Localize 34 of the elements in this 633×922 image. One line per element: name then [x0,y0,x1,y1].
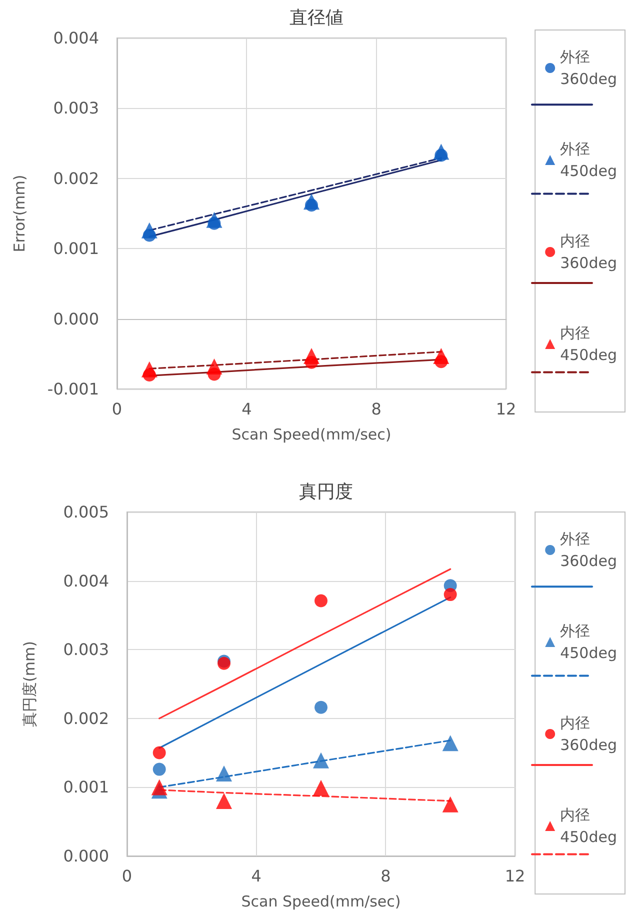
y-tick-label: 0.000 [53,309,99,328]
y-axis-title: 真円度(mm) [20,641,38,727]
x-tick-label: 0 [122,866,132,886]
y-tick-label: 0.005 [63,502,109,522]
y-tick-label: 0.002 [63,708,109,728]
y-tick-label: 0.003 [53,98,99,118]
x-axis-title: Scan Speed(mm/sec) [241,892,401,910]
legend-label: 内径 450deg [560,806,618,846]
x-tick-label: 4 [251,866,262,886]
chart-title: 直径値 [290,8,344,28]
y-tick-label: 0.001 [63,778,109,797]
y-tick-label: -0.001 [47,380,99,398]
y-axis-title: Error(mm) [10,174,28,252]
y-tick-label: 0.003 [63,640,109,660]
legend-label: 外径 360deg [560,530,618,570]
legend-label: 外径 360deg [560,48,618,88]
legend-label: 内径 360deg [560,714,618,754]
legend-label: 内径 450deg [560,324,618,364]
y-tick-label: 0.000 [63,846,109,866]
x-tick-label: 12 [504,866,526,886]
y-tick-label: 0.002 [53,168,99,188]
x-axis-title: Scan Speed(mm/sec) [232,426,392,444]
x-tick-label: 4 [242,400,252,418]
y-tick-label: 0.004 [53,28,99,48]
x-tick-label: 8 [380,866,391,886]
y-tick-label: 0.001 [53,239,99,258]
legend-label: 外径 450deg [560,622,618,662]
x-tick-label: 0 [112,400,122,418]
legend-label: 内径 360deg [560,232,618,272]
x-tick-label: 12 [496,400,516,418]
y-tick-label: 0.004 [63,571,109,590]
chart-title: 真円度 [299,482,353,502]
legend-label: 外径 450deg [560,140,618,180]
x-tick-label: 8 [371,400,382,418]
